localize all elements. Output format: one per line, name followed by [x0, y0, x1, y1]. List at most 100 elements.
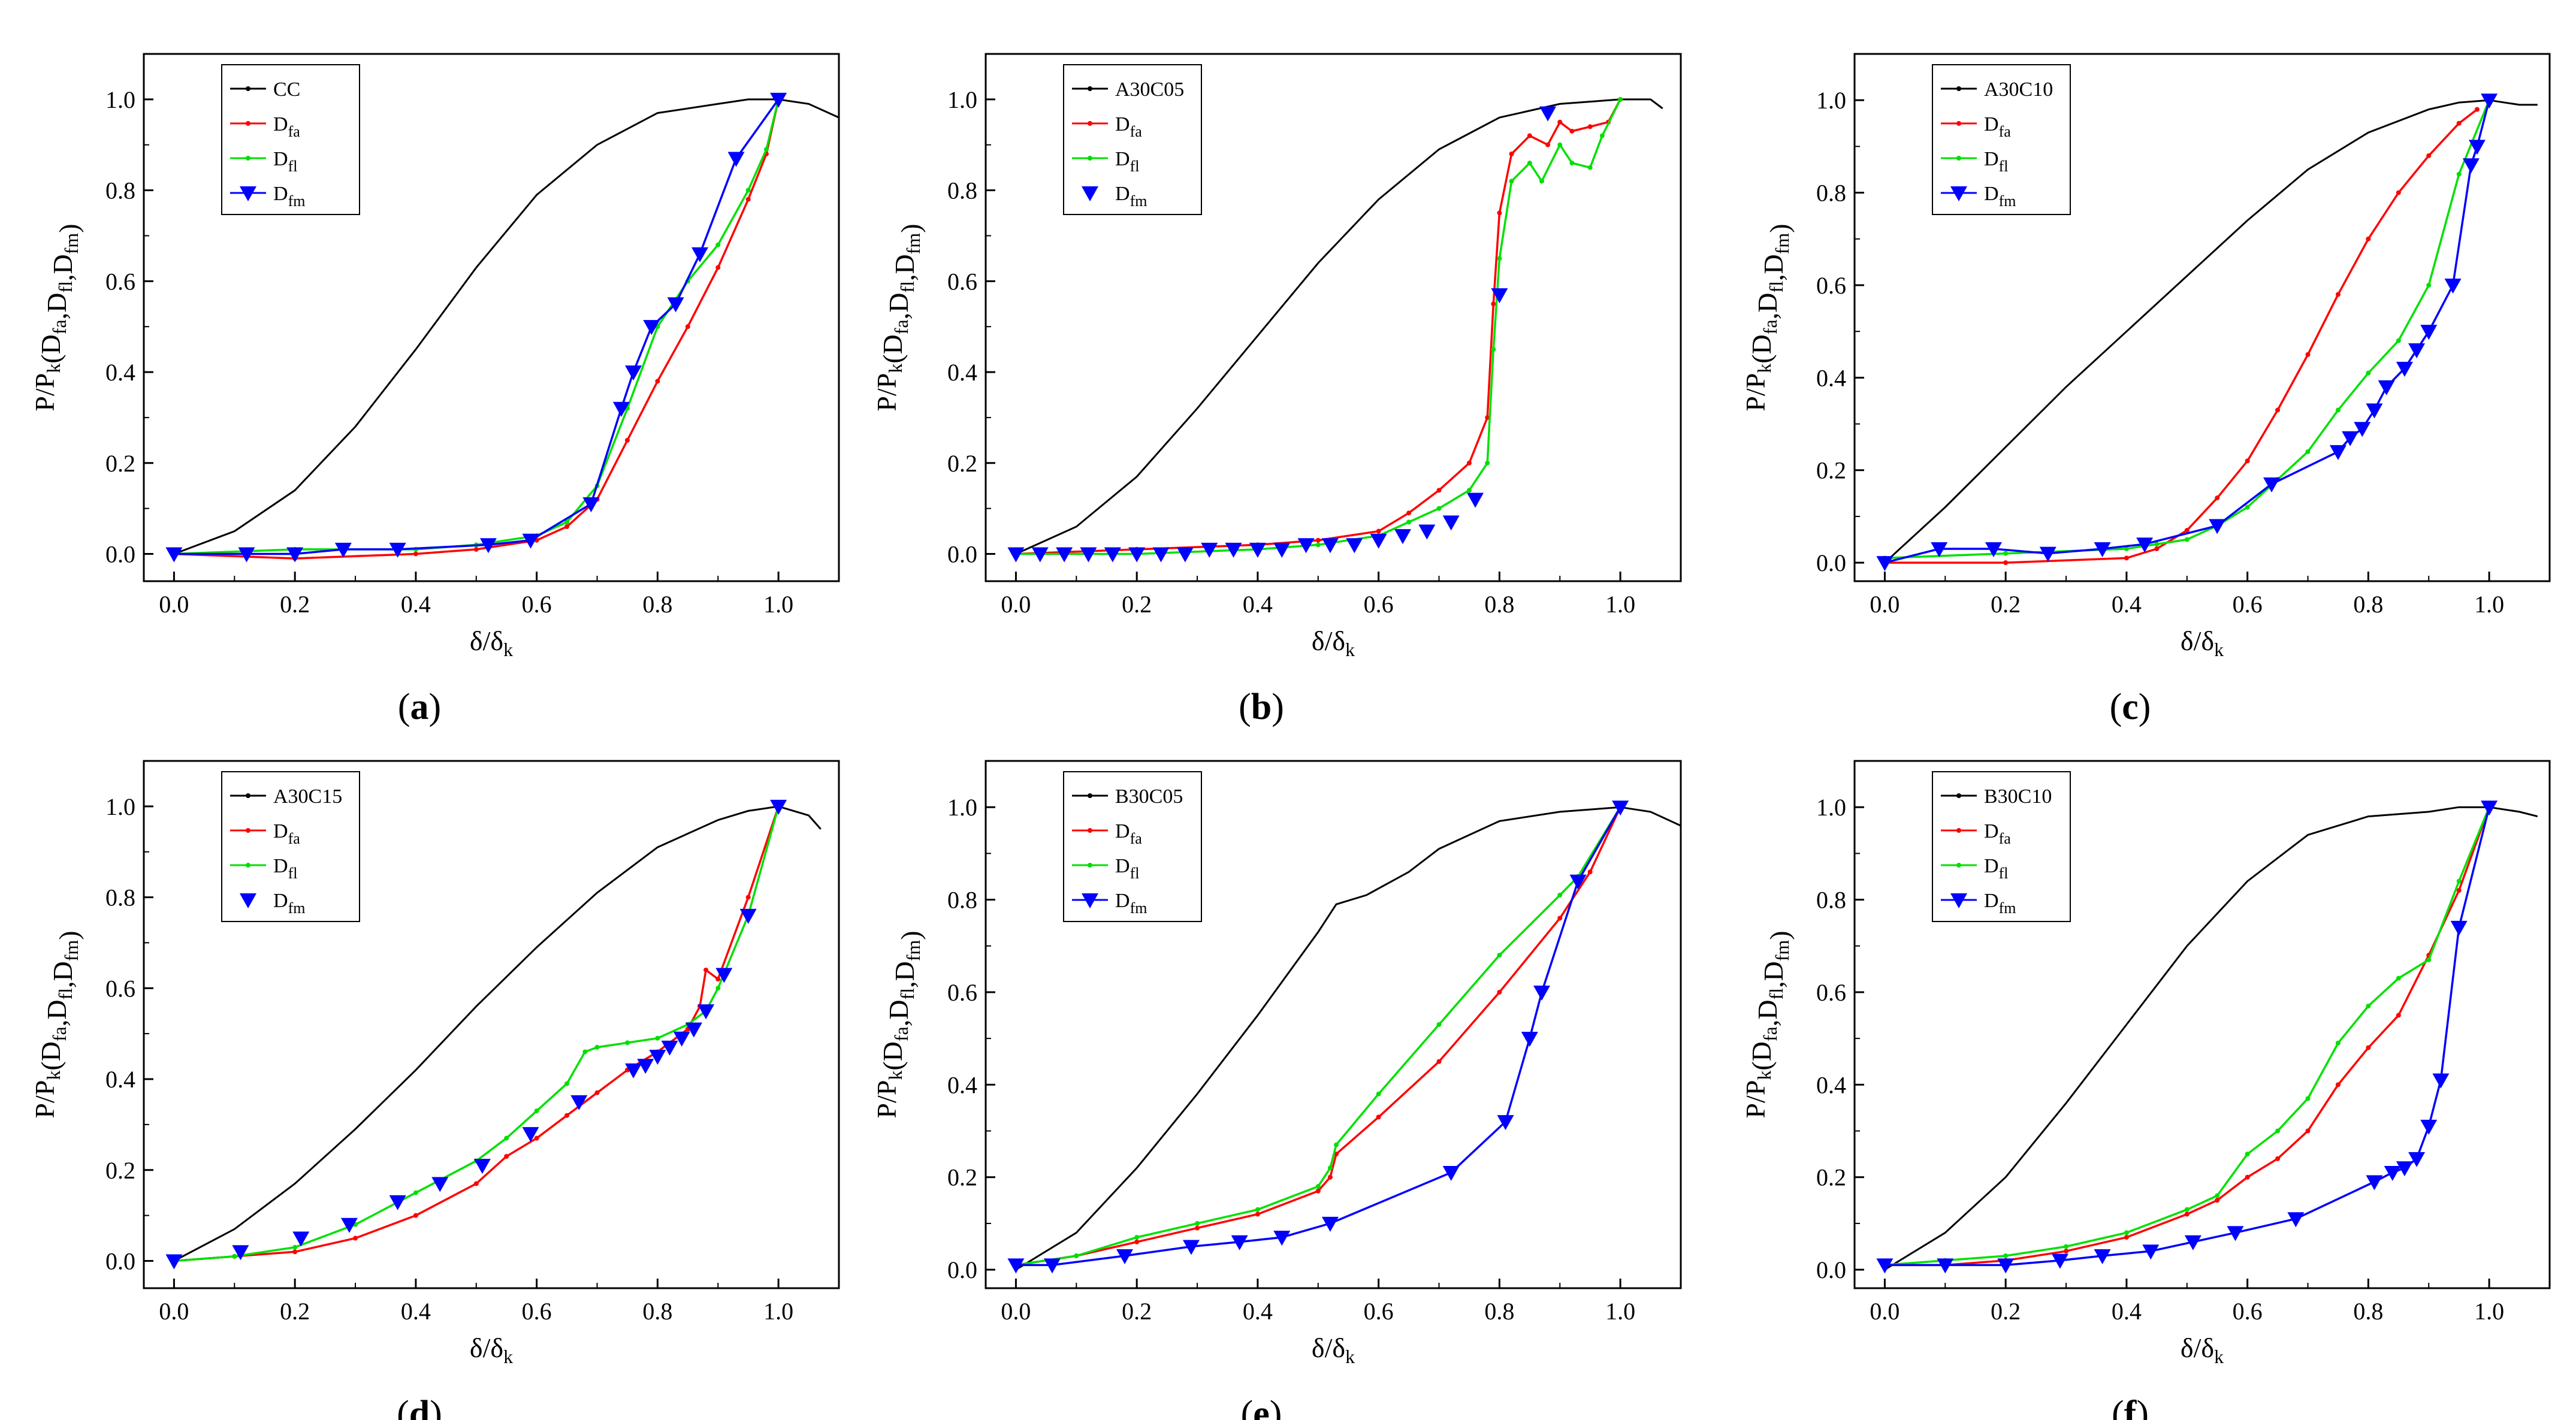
series-line	[174, 99, 780, 560]
triangle-marker	[2263, 477, 2280, 493]
series-blue	[165, 92, 787, 563]
y-tick-label: 0.2	[947, 450, 977, 477]
legend-dot	[1956, 156, 1961, 161]
x-tick-label: 0.2	[280, 591, 310, 618]
data-point	[2456, 888, 2462, 893]
legend-dot	[1088, 793, 1092, 798]
series-red	[171, 96, 781, 561]
y-tick-label: 0.0	[105, 1247, 135, 1274]
chart-panel-d: 0.0 0.2 0.4 0.6 0.8 1.0 0.0 0.2 0.4 0.6 0.8 1.0 δ/δk…	[29, 760, 840, 1420]
data-point	[2275, 1156, 2281, 1161]
triangle-marker	[165, 547, 183, 563]
triangle-marker	[770, 92, 787, 108]
data-point	[2366, 1045, 2371, 1050]
data-point	[2275, 1128, 2281, 1134]
legend-triangle	[1082, 893, 1098, 908]
x-tick-label: 0.4	[401, 591, 431, 618]
data-point	[1466, 460, 1472, 466]
triangle-marker	[2094, 1249, 2111, 1264]
data-point	[1587, 165, 1593, 170]
y-tick-label: 0.8	[947, 177, 977, 204]
series-line	[1016, 806, 1621, 1267]
x-tick-label: 0.6	[2233, 1298, 2263, 1325]
legend-entry: Dfl	[273, 855, 297, 882]
x-tick-label: 0.8	[1484, 591, 1514, 618]
y-tick-label: 0.0	[1816, 549, 1846, 576]
triangle-marker	[479, 538, 497, 554]
triangle-marker	[691, 247, 708, 262]
chart-panel-a: 0.0 0.2 0.4 0.6 0.8 1.0 0.0 0.2 0.4 0.6 0.8 1.0 δ/δk…	[29, 53, 840, 727]
x-tick-label: 0.8	[642, 591, 672, 618]
series-line	[1885, 806, 2490, 1267]
plot-frame	[1853, 53, 2551, 582]
legend-dot	[246, 863, 250, 868]
triangle-marker	[625, 365, 642, 381]
legend-entry: Dfl	[1115, 148, 1139, 175]
y-tick-label: 1.0	[947, 86, 977, 113]
legend-entry: Dfm	[273, 183, 305, 210]
legend-triangle	[240, 893, 256, 908]
triangle-marker	[2396, 1161, 2413, 1177]
triangle-marker	[232, 1245, 249, 1261]
legend-entry: Dfl	[1115, 855, 1139, 882]
x-tick-label: 1.0	[763, 591, 793, 618]
triangle-marker	[1056, 547, 1073, 563]
data-point	[2396, 1013, 2401, 1018]
data-point	[715, 265, 721, 270]
series-black	[1884, 806, 2538, 1271]
data-point	[1315, 542, 1321, 548]
data-point	[1557, 142, 1563, 147]
data-point	[2456, 171, 2462, 177]
data-point	[1074, 1253, 1079, 1258]
triangle-marker	[522, 533, 539, 549]
data-point	[2335, 292, 2341, 297]
data-point	[2275, 407, 2281, 413]
data-point	[1134, 1235, 1140, 1240]
triangle-marker	[1418, 524, 1436, 540]
legend-entry: Dfa	[1115, 113, 1142, 140]
triangle-marker	[1876, 1258, 1894, 1274]
data-point	[763, 147, 769, 152]
legend-dot	[1956, 121, 1961, 126]
triangle-marker	[238, 547, 255, 563]
y-axis-title: P/Pk(Dfa,Dfl,Dfm)	[871, 930, 926, 1118]
data-point	[2335, 1082, 2341, 1087]
data-point	[1539, 179, 1544, 184]
triangle-marker	[2329, 445, 2347, 460]
triangle-marker	[1394, 529, 1411, 545]
legend-entry: Dfm	[1984, 183, 2016, 210]
y-tick-label: 0.0	[105, 540, 135, 567]
data-point	[2184, 528, 2190, 533]
x-tick-label: 1.0	[1605, 591, 1635, 618]
legend-dot	[1956, 828, 1961, 833]
triangle-marker	[582, 497, 600, 513]
data-point	[624, 1040, 630, 1046]
y-tick-label: 0.2	[1816, 457, 1846, 484]
data-point	[2154, 546, 2160, 551]
triangle-marker	[1985, 542, 2002, 557]
data-point	[2426, 153, 2432, 158]
triangle-marker	[2094, 542, 2111, 557]
triangle-marker	[292, 1231, 310, 1247]
triangle-marker	[286, 547, 304, 563]
x-tick-label: 1.0	[763, 1298, 793, 1325]
legend-entry: B30C05	[1115, 785, 1183, 808]
data-point	[2366, 370, 2371, 376]
data-point	[2426, 282, 2432, 288]
triangle-marker	[1521, 1032, 1538, 1047]
triangle-marker	[1321, 1216, 1339, 1232]
data-point	[745, 197, 751, 202]
data-point	[2396, 190, 2401, 195]
legend-dot	[1088, 828, 1092, 833]
data-point	[1497, 989, 1502, 995]
chart-panel-e: 0.0 0.2 0.4 0.6 0.8 1.0 0.0 0.2 0.4 0.6 0.8 1.0 δ/δk…	[871, 760, 1682, 1420]
data-point	[2245, 1174, 2250, 1180]
legend-dot	[246, 156, 250, 161]
y-tick-label: 0.6	[105, 268, 135, 295]
legend-dot	[1956, 86, 1961, 91]
triangle-marker	[2462, 158, 2480, 174]
y-tick-label: 1.0	[105, 86, 135, 113]
legend: A30C05 Dfa Dfl Dfm	[1063, 64, 1202, 215]
triangle-marker	[637, 1059, 654, 1074]
